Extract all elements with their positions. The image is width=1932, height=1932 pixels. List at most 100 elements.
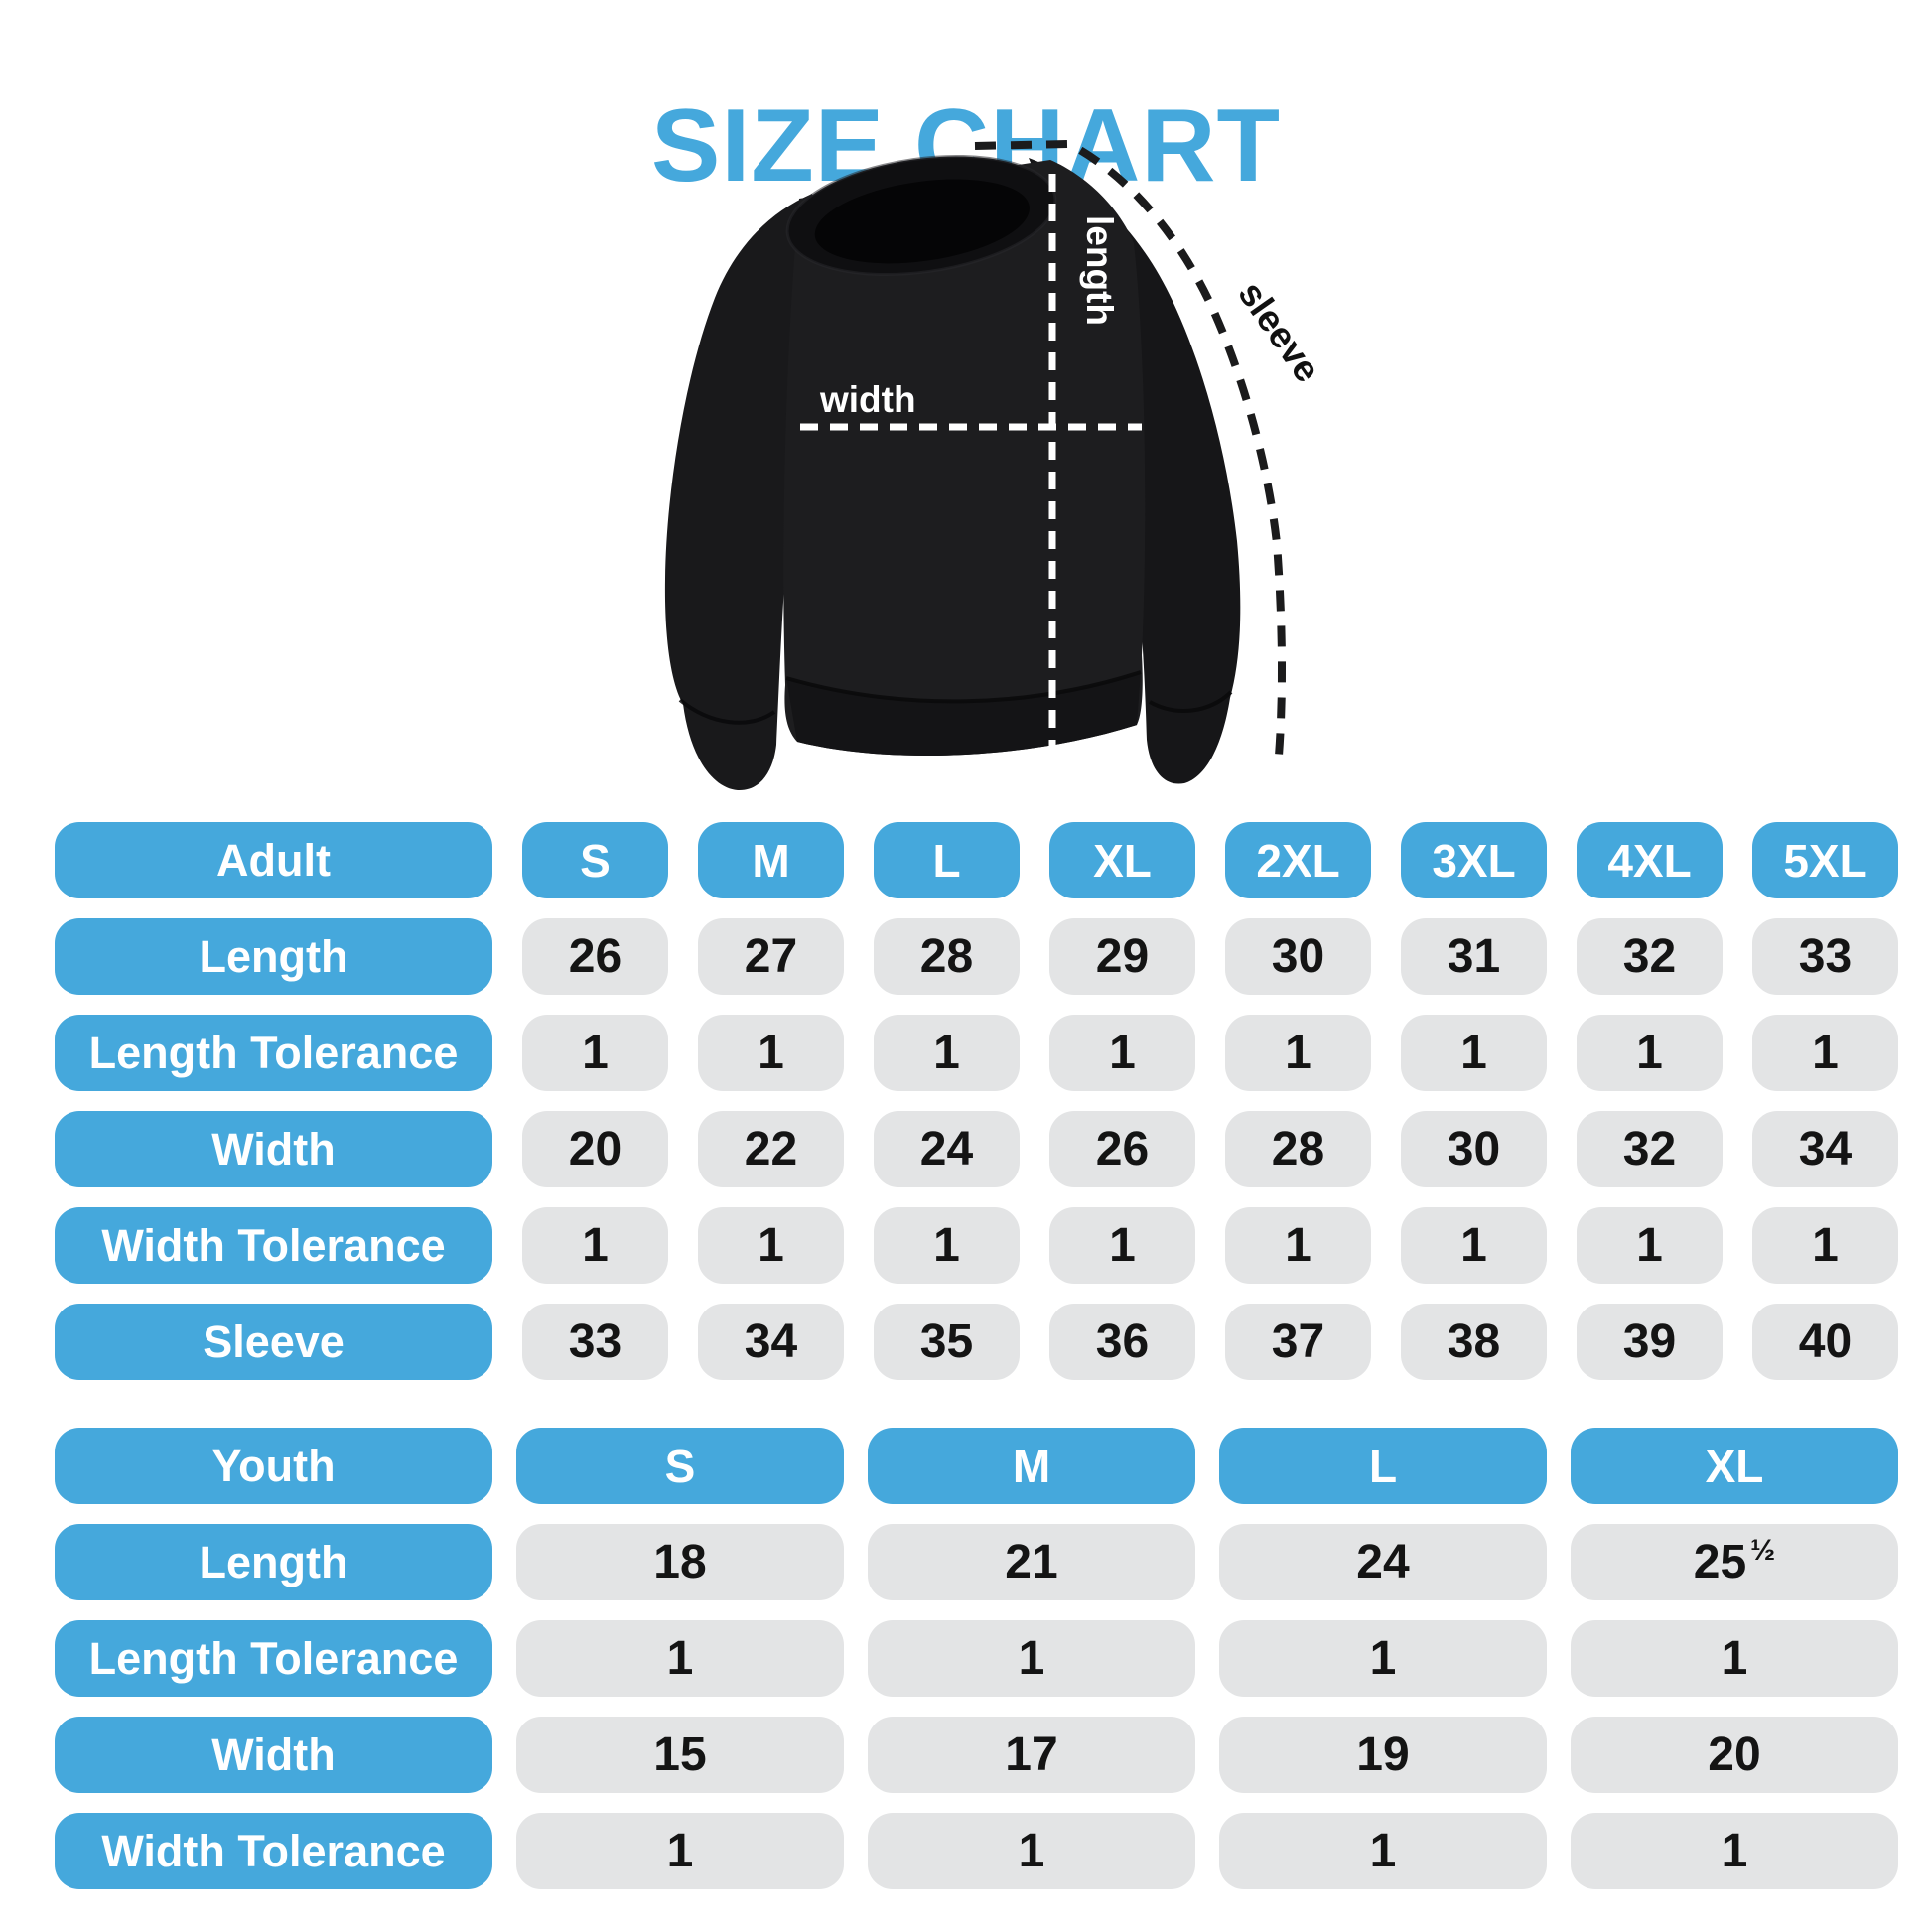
- value-cell: 1: [1225, 1015, 1371, 1091]
- value-cell: 34: [1752, 1111, 1898, 1187]
- value-cell: 1: [698, 1015, 844, 1091]
- value-cell: 1: [1577, 1207, 1723, 1284]
- value-cell: 1: [1225, 1207, 1371, 1284]
- size-header-pill: M: [868, 1428, 1195, 1504]
- sweatshirt-diagram: width length sleeve: [664, 139, 1328, 791]
- header-row: Youth S M L XL: [55, 1428, 1898, 1504]
- value-cell: 24: [1219, 1524, 1547, 1600]
- value-cell: 31: [1401, 918, 1547, 995]
- value-cell: 1: [516, 1620, 844, 1697]
- value-cell: 1: [868, 1620, 1195, 1697]
- value-cell: 1: [1752, 1015, 1898, 1091]
- size-header-pill: M: [698, 822, 844, 898]
- value-cell: 20: [1571, 1717, 1898, 1793]
- table-row: Length 18 21 24 25 ½: [55, 1524, 1898, 1600]
- table-row: Length 26 27 28 29 30 31 32 33: [55, 918, 1898, 995]
- value-cell: 1: [1219, 1813, 1547, 1889]
- sweatshirt-left-cuff-seam: [678, 698, 776, 725]
- value-cell: 24: [874, 1111, 1020, 1187]
- value-cell: 1: [874, 1015, 1020, 1091]
- youth-size-table: Youth S M L XL Length 18 21 24 25 ½ Length Toleranc…: [55, 1428, 1898, 1909]
- table-row: Length Tolerance 1 1 1 1 1 1 1 1: [55, 1015, 1898, 1091]
- value-cell: 30: [1225, 918, 1371, 995]
- value-cell: 36: [1049, 1304, 1195, 1380]
- table-row: Length Tolerance 1 1 1 1: [55, 1620, 1898, 1697]
- value-cell: 25 ½: [1571, 1524, 1898, 1600]
- row-label-pill: Length: [55, 1524, 492, 1600]
- size-header-pill: L: [1219, 1428, 1547, 1504]
- sweatshirt-right-cuff-seam: [1149, 690, 1233, 714]
- header-row: Adult S M L XL 2XL 3XL 4XL 5XL: [55, 822, 1898, 898]
- row-label-pill: Length Tolerance: [55, 1620, 492, 1697]
- length-label: length: [1079, 215, 1120, 326]
- value-cell: 1: [516, 1813, 844, 1889]
- value-fraction: ½: [1750, 1533, 1776, 1567]
- sweatshirt-hem-band: [786, 672, 1141, 757]
- value-cell: 26: [522, 918, 668, 995]
- row-label-pill: Length Tolerance: [55, 1015, 492, 1091]
- value-cell: 37: [1225, 1304, 1371, 1380]
- row-label-pill: Width: [55, 1111, 492, 1187]
- value-cell: 1: [1571, 1620, 1898, 1697]
- size-header-pill: 2XL: [1225, 822, 1371, 898]
- row-label-pill: Width Tolerance: [55, 1813, 492, 1889]
- adult-size-table: Adult S M L XL 2XL 3XL 4XL 5XL Length 26 27 28 29 30 31…: [55, 822, 1898, 1400]
- value-cell: 30: [1401, 1111, 1547, 1187]
- value-cell: 1: [522, 1207, 668, 1284]
- value-cell: 1: [1049, 1207, 1195, 1284]
- value-cell: 35: [874, 1304, 1020, 1380]
- value-cell: 19: [1219, 1717, 1547, 1793]
- table-row: Sleeve 33 34 35 36 37 38 39 40: [55, 1304, 1898, 1380]
- row-label-pill: Width Tolerance: [55, 1207, 492, 1284]
- value-cell: 1: [522, 1015, 668, 1091]
- value-cell: 28: [1225, 1111, 1371, 1187]
- table-title-pill: Youth: [55, 1428, 492, 1504]
- value-cell: 1: [698, 1207, 844, 1284]
- value-cell: 34: [698, 1304, 844, 1380]
- value-cell: 22: [698, 1111, 844, 1187]
- value-cell: 1: [1219, 1620, 1547, 1697]
- value-cell: 1: [1049, 1015, 1195, 1091]
- size-header-pill: XL: [1049, 822, 1195, 898]
- value-cell: 1: [868, 1813, 1195, 1889]
- row-label-pill: Sleeve: [55, 1304, 492, 1380]
- size-header-pill: XL: [1571, 1428, 1898, 1504]
- value-cell: 20: [522, 1111, 668, 1187]
- size-header-pill: 4XL: [1577, 822, 1723, 898]
- value-cell: 21: [868, 1524, 1195, 1600]
- value-cell: 15: [516, 1717, 844, 1793]
- sweatshirt-left-sleeve: [664, 194, 822, 791]
- size-header-pill: 3XL: [1401, 822, 1547, 898]
- size-header-pill: S: [516, 1428, 844, 1504]
- width-label: width: [819, 379, 916, 420]
- value-cell: 39: [1577, 1304, 1723, 1380]
- size-header-pill: 5XL: [1752, 822, 1898, 898]
- value-cell: 18: [516, 1524, 844, 1600]
- value-cell: 1: [874, 1207, 1020, 1284]
- table-row: Width Tolerance 1 1 1 1: [55, 1813, 1898, 1889]
- table-title-pill: Adult: [55, 822, 492, 898]
- size-header-pill: L: [874, 822, 1020, 898]
- table-row: Width Tolerance 1 1 1 1 1 1 1 1: [55, 1207, 1898, 1284]
- value-cell: 33: [522, 1304, 668, 1380]
- table-row: Width 15 17 19 20: [55, 1717, 1898, 1793]
- value-cell: 1: [1401, 1015, 1547, 1091]
- value-cell: 17: [868, 1717, 1195, 1793]
- value-cell: 33: [1752, 918, 1898, 995]
- value-cell: 28: [874, 918, 1020, 995]
- value-cell: 32: [1577, 1111, 1723, 1187]
- value-cell: 32: [1577, 918, 1723, 995]
- value-cell: 38: [1401, 1304, 1547, 1380]
- value-cell: 29: [1049, 918, 1195, 995]
- value-cell: 1: [1752, 1207, 1898, 1284]
- row-label-pill: Length: [55, 918, 492, 995]
- value-cell: 26: [1049, 1111, 1195, 1187]
- value-cell: 1: [1571, 1813, 1898, 1889]
- value-cell: 1: [1401, 1207, 1547, 1284]
- value-whole: 25: [1693, 1535, 1747, 1588]
- row-label-pill: Width: [55, 1717, 492, 1793]
- sweatshirt-collar: [785, 154, 1057, 277]
- sweatshirt-hem-seam: [785, 670, 1142, 704]
- value-cell: 40: [1752, 1304, 1898, 1380]
- sleeve-label: sleeve: [1230, 274, 1327, 389]
